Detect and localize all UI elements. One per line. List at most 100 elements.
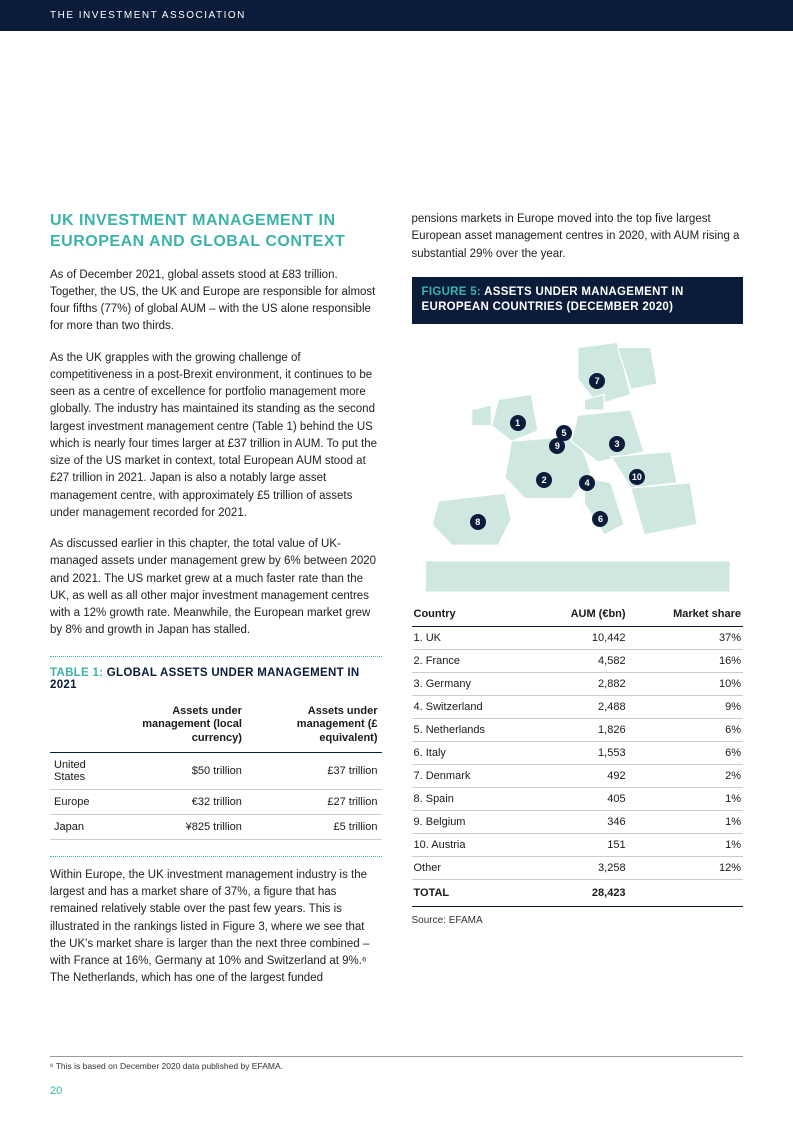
- t2-total-aum: 28,423: [533, 879, 628, 906]
- table-row: 9. Belgium3461%: [412, 810, 744, 833]
- table-row: 2. France4,58216%: [412, 649, 744, 672]
- table-row: United States$50 trillion£37 trillion: [50, 752, 382, 789]
- t2-total-label: TOTAL: [412, 879, 533, 906]
- t2-aum: 405: [533, 787, 628, 810]
- europe-map: 12345678910: [412, 332, 744, 592]
- paragraph: As the UK grapples with the growing chal…: [50, 350, 382, 523]
- paragraph: As discussed earlier in this chapter, th…: [50, 536, 382, 640]
- t2-h3: Market share: [628, 604, 743, 627]
- map-marker: 8: [470, 514, 486, 530]
- t2-aum: 3,258: [533, 856, 628, 879]
- t2-country: 7. Denmark: [412, 764, 533, 787]
- map-marker: 3: [609, 436, 625, 452]
- map-marker: 10: [629, 469, 645, 485]
- t2-h1: Country: [412, 604, 533, 627]
- t2-share: 10%: [628, 672, 743, 695]
- t2-country: 2. France: [412, 649, 533, 672]
- paragraph: As of December 2021, global assets stood…: [50, 267, 382, 336]
- header-band: THE INVESTMENT ASSOCIATION: [0, 0, 793, 31]
- table-row: 5. Netherlands1,8266%: [412, 718, 744, 741]
- t2-country: 5. Netherlands: [412, 718, 533, 741]
- t1-local: $50 trillion: [106, 752, 246, 789]
- map-marker: 2: [536, 472, 552, 488]
- table-row: 7. Denmark4922%: [412, 764, 744, 787]
- t2-share: 1%: [628, 833, 743, 856]
- t2-share: 6%: [628, 718, 743, 741]
- t1-h3: Assets under management (£ equivalent): [246, 701, 382, 753]
- t2-share: 16%: [628, 649, 743, 672]
- t2-share: 2%: [628, 764, 743, 787]
- right-column: pensions markets in Europe moved into th…: [412, 211, 744, 1002]
- t1-region: Japan: [50, 814, 106, 839]
- table1-title: TABLE 1: GLOBAL ASSETS UNDER MANAGEMENT …: [50, 667, 382, 691]
- t2-aum: 151: [533, 833, 628, 856]
- t2-aum: 346: [533, 810, 628, 833]
- map-marker: 1: [510, 415, 526, 431]
- map-marker: 6: [592, 511, 608, 527]
- paragraph: Within Europe, the UK investment managem…: [50, 867, 382, 988]
- table-row: 6. Italy1,5536%: [412, 741, 744, 764]
- table1: Assets under management (local currency)…: [50, 701, 382, 840]
- page-body: UK INVESTMENT MANAGEMENT IN EUROPEAN AND…: [0, 31, 793, 1032]
- footnote: ⁶ This is based on December 2020 data pu…: [0, 1061, 793, 1071]
- t1-gbp: £27 trillion: [246, 789, 382, 814]
- t2-country: 3. Germany: [412, 672, 533, 695]
- t2-country: 1. UK: [412, 626, 533, 649]
- t2-aum: 4,582: [533, 649, 628, 672]
- left-column: UK INVESTMENT MANAGEMENT IN EUROPEAN AND…: [50, 211, 382, 1002]
- t2-aum: 2,488: [533, 695, 628, 718]
- paragraph: pensions markets in Europe moved into th…: [412, 211, 744, 263]
- table-row: 4. Switzerland2,4889%: [412, 695, 744, 718]
- t2-share: 6%: [628, 741, 743, 764]
- table-row: 10. Austria1511%: [412, 833, 744, 856]
- map-marker: 9: [549, 438, 565, 454]
- table2: Country AUM (€bn) Market share 1. UK10,4…: [412, 604, 744, 907]
- t2-aum: 10,442: [533, 626, 628, 649]
- table-row: Japan¥825 trillion£5 trillion: [50, 814, 382, 839]
- t2-total-share: [628, 879, 743, 906]
- dotted-rule: [50, 656, 382, 657]
- t1-h1: [50, 701, 106, 753]
- table-row: Europe€32 trillion£27 trillion: [50, 789, 382, 814]
- t1-h2: Assets under management (local currency): [106, 701, 246, 753]
- table-total-row: TOTAL28,423: [412, 879, 744, 906]
- t2-aum: 1,826: [533, 718, 628, 741]
- t2-h2: AUM (€bn): [533, 604, 628, 627]
- figure-source: Source: EFAMA: [412, 915, 744, 926]
- table-row: 8. Spain4051%: [412, 787, 744, 810]
- map-marker: 7: [589, 373, 605, 389]
- t2-share: 37%: [628, 626, 743, 649]
- table1-prefix: TABLE 1:: [50, 667, 103, 679]
- t1-gbp: £5 trillion: [246, 814, 382, 839]
- t2-country: 6. Italy: [412, 741, 533, 764]
- figure5-prefix: FIGURE 5:: [422, 286, 482, 298]
- t2-country: 9. Belgium: [412, 810, 533, 833]
- t2-share: 1%: [628, 810, 743, 833]
- table-row: 1. UK10,44237%: [412, 626, 744, 649]
- page-number: 20: [0, 1071, 793, 1117]
- t2-aum: 1,553: [533, 741, 628, 764]
- t2-country: Other: [412, 856, 533, 879]
- t2-aum: 2,882: [533, 672, 628, 695]
- table-row: Other3,25812%: [412, 856, 744, 879]
- t2-aum: 492: [533, 764, 628, 787]
- t1-local: ¥825 trillion: [106, 814, 246, 839]
- t1-gbp: £37 trillion: [246, 752, 382, 789]
- table-row: 3. Germany2,88210%: [412, 672, 744, 695]
- header-org: THE INVESTMENT ASSOCIATION: [50, 10, 246, 21]
- t1-region: United States: [50, 752, 106, 789]
- t2-country: 4. Switzerland: [412, 695, 533, 718]
- t2-share: 12%: [628, 856, 743, 879]
- dotted-rule: [50, 856, 382, 857]
- t2-country: 10. Austria: [412, 833, 533, 856]
- map-svg: [412, 332, 744, 592]
- t2-share: 1%: [628, 787, 743, 810]
- map-marker: 4: [579, 475, 595, 491]
- t2-share: 9%: [628, 695, 743, 718]
- footnote-rule: [50, 1056, 743, 1057]
- t2-country: 8. Spain: [412, 787, 533, 810]
- t1-region: Europe: [50, 789, 106, 814]
- section-heading: UK INVESTMENT MANAGEMENT IN EUROPEAN AND…: [50, 211, 382, 253]
- figure5-band: FIGURE 5: ASSETS UNDER MANAGEMENT IN EUR…: [412, 277, 744, 324]
- t1-local: €32 trillion: [106, 789, 246, 814]
